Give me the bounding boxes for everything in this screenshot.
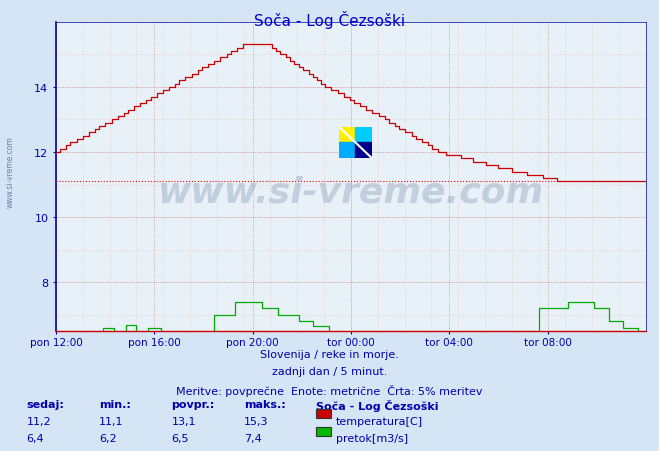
Text: sedaj:: sedaj: — [26, 399, 64, 409]
Text: www.si-vreme.com: www.si-vreme.com — [5, 135, 14, 207]
Text: min.:: min.: — [99, 399, 130, 409]
Text: Soča - Log Čezsoški: Soča - Log Čezsoški — [316, 399, 439, 411]
Text: 11,2: 11,2 — [26, 416, 51, 426]
Bar — [355, 143, 372, 158]
Text: 6,5: 6,5 — [171, 433, 189, 443]
Text: maks.:: maks.: — [244, 399, 285, 409]
Text: temperatura[C]: temperatura[C] — [336, 416, 423, 426]
Text: pretok[m3/s]: pretok[m3/s] — [336, 433, 408, 443]
Text: 7,4: 7,4 — [244, 433, 262, 443]
Bar — [339, 128, 355, 143]
Bar — [355, 128, 372, 143]
Bar — [339, 143, 355, 158]
Text: www.si-vreme.com: www.si-vreme.com — [158, 175, 544, 209]
Text: 15,3: 15,3 — [244, 416, 268, 426]
Text: zadnji dan / 5 minut.: zadnji dan / 5 minut. — [272, 367, 387, 377]
Text: 6,2: 6,2 — [99, 433, 117, 443]
Text: 6,4: 6,4 — [26, 433, 44, 443]
Text: Soča - Log Čezsoški: Soča - Log Čezsoški — [254, 11, 405, 29]
Text: 13,1: 13,1 — [171, 416, 196, 426]
Text: 11,1: 11,1 — [99, 416, 123, 426]
Text: povpr.:: povpr.: — [171, 399, 215, 409]
Text: Meritve: povprečne  Enote: metrične  Črta: 5% meritev: Meritve: povprečne Enote: metrične Črta:… — [176, 384, 483, 396]
Text: Slovenija / reke in morje.: Slovenija / reke in morje. — [260, 350, 399, 359]
